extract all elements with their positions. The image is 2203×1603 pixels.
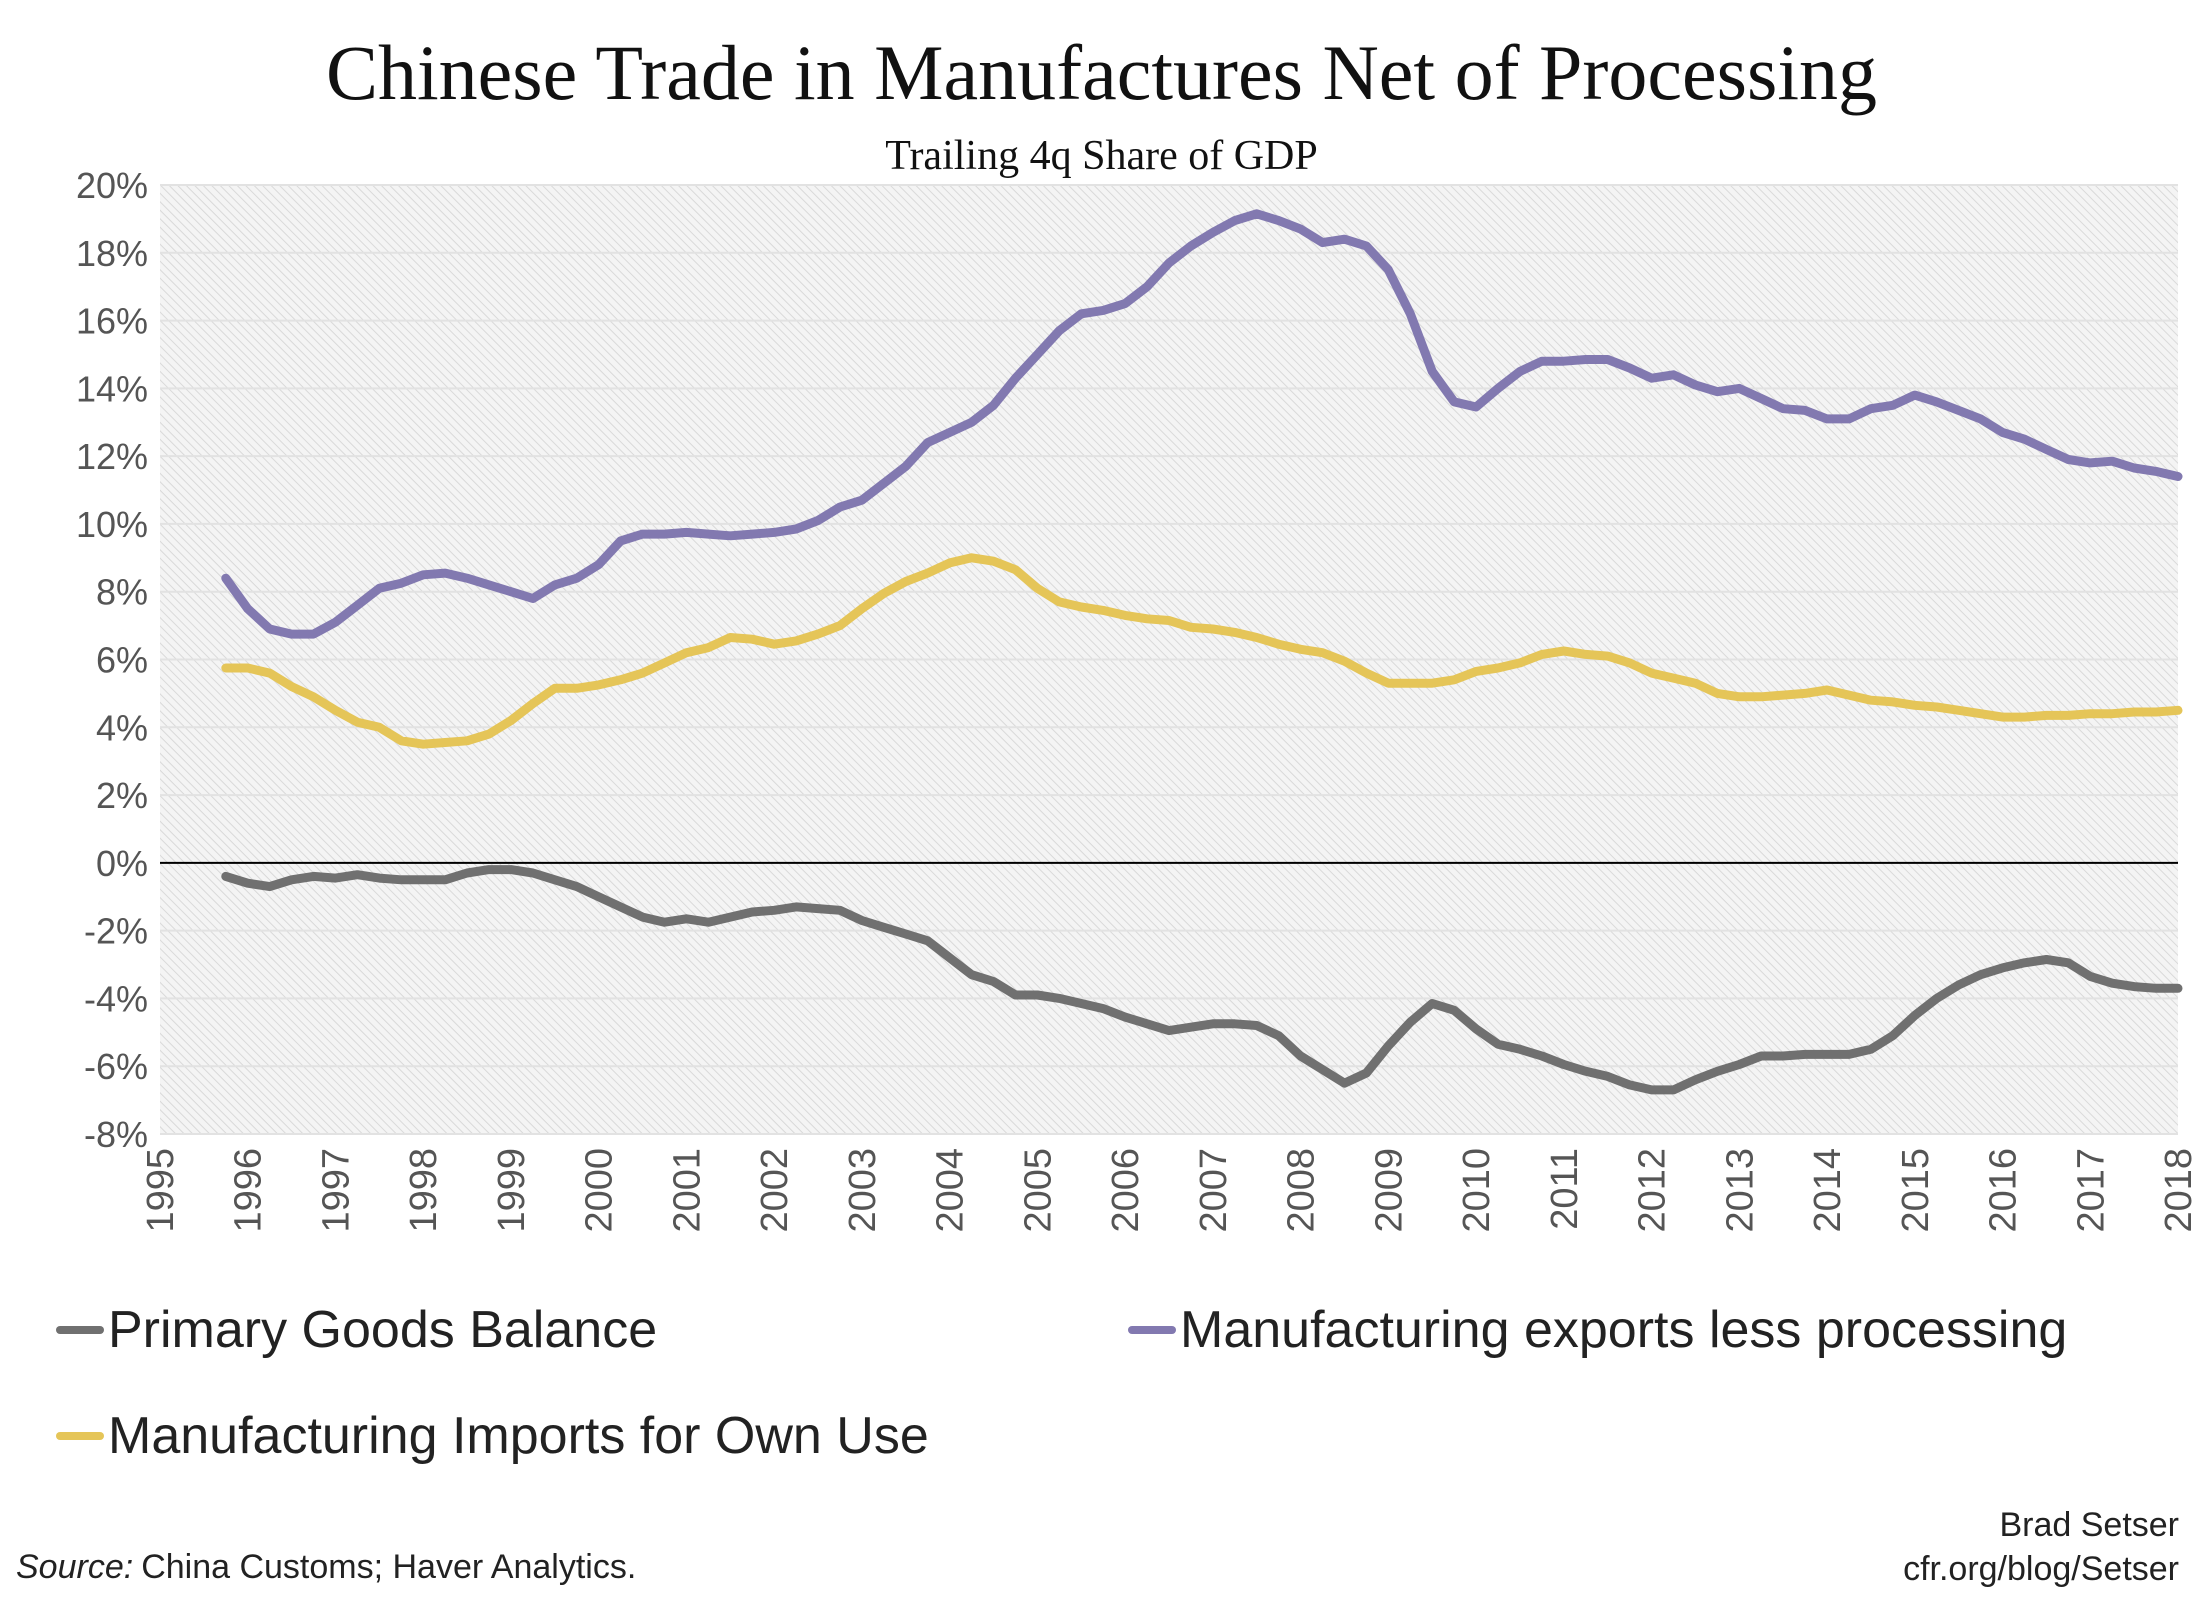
source-label: Source: bbox=[16, 1548, 134, 1586]
x-tick-label: 2014 bbox=[1807, 1148, 1849, 1233]
y-tick-label: 6% bbox=[96, 640, 148, 681]
author-url: cfr.org/blog/Setser bbox=[1903, 1550, 2179, 1588]
x-tick-label: 2012 bbox=[1632, 1148, 1674, 1233]
y-tick-label: 10% bbox=[76, 504, 148, 545]
legend-swatch bbox=[56, 1432, 104, 1440]
y-tick-label: 8% bbox=[96, 572, 148, 613]
series-line-1 bbox=[221, 209, 2183, 639]
x-tick-label: 2017 bbox=[2070, 1148, 2112, 1233]
y-tick-label: 2% bbox=[96, 775, 148, 816]
y-tick-label: 0% bbox=[96, 843, 148, 884]
y-tick-label: 12% bbox=[76, 436, 148, 477]
series-line-0 bbox=[221, 865, 2183, 1095]
legend-label: Manufacturing exports less processing bbox=[1180, 1301, 2068, 1359]
x-tick-label: 2013 bbox=[1719, 1148, 1761, 1233]
x-tick-label: 1996 bbox=[228, 1148, 270, 1233]
legend-label: Primary Goods Balance bbox=[108, 1301, 658, 1359]
x-tick-label: 2018 bbox=[2158, 1148, 2200, 1233]
x-tick-label: 2011 bbox=[1544, 1148, 1586, 1230]
y-tick-label: -2% bbox=[84, 911, 148, 952]
legend-label: Manufacturing Imports for Own Use bbox=[108, 1407, 929, 1465]
x-tick-label: 2001 bbox=[666, 1148, 708, 1233]
x-tick-label: 2010 bbox=[1456, 1148, 1498, 1233]
y-tick-label: -4% bbox=[84, 978, 148, 1019]
y-tick-label: 16% bbox=[76, 301, 148, 342]
x-tick-label: 1998 bbox=[403, 1148, 445, 1233]
x-tick-label: 2000 bbox=[579, 1148, 621, 1233]
x-tick-label: 2007 bbox=[1193, 1148, 1235, 1233]
legend-item-manufacturing-exports: Manufacturing exports less processing bbox=[1128, 1300, 2067, 1360]
legend-swatch bbox=[56, 1326, 104, 1334]
x-tick-label: 2006 bbox=[1105, 1148, 1147, 1233]
x-tick-label: 2009 bbox=[1368, 1148, 1410, 1233]
source-note: Source: China Customs; Haver Analytics. bbox=[16, 1548, 636, 1587]
legend-swatch bbox=[1128, 1326, 1176, 1334]
author-credit: Brad Setser bbox=[1999, 1506, 2179, 1544]
y-tick-label: 4% bbox=[96, 707, 148, 748]
legend-item-manufacturing-imports: Manufacturing Imports for Own Use bbox=[56, 1406, 929, 1466]
chart-subtitle: Trailing 4q Share of GDP bbox=[885, 133, 1318, 179]
y-tick-label: 20% bbox=[76, 165, 148, 206]
chart-title: Chinese Trade in Manufactures Net of Pro… bbox=[325, 29, 1878, 116]
y-tick-label: 18% bbox=[76, 233, 148, 274]
y-tick-label: 14% bbox=[76, 368, 148, 409]
x-tick-label: 1995 bbox=[140, 1148, 182, 1233]
x-tick-label: 1997 bbox=[315, 1148, 357, 1233]
y-tick-label: -8% bbox=[84, 1114, 148, 1155]
x-tick-label: 2005 bbox=[1017, 1148, 1059, 1233]
y-tick-label: -6% bbox=[84, 1046, 148, 1087]
x-tick-label: 1999 bbox=[491, 1148, 533, 1233]
x-tick-label: 2004 bbox=[930, 1148, 972, 1233]
x-tick-label: 2016 bbox=[1983, 1148, 2025, 1233]
series-line-2 bbox=[221, 553, 2183, 749]
x-tick-label: 2008 bbox=[1281, 1148, 1323, 1233]
x-tick-label: 2003 bbox=[842, 1148, 884, 1233]
source-text: China Customs; Haver Analytics. bbox=[141, 1548, 637, 1586]
x-tick-label: 2002 bbox=[754, 1148, 796, 1233]
legend-item-primary-goods: Primary Goods Balance bbox=[56, 1300, 657, 1360]
x-tick-label: 2015 bbox=[1895, 1148, 1937, 1233]
